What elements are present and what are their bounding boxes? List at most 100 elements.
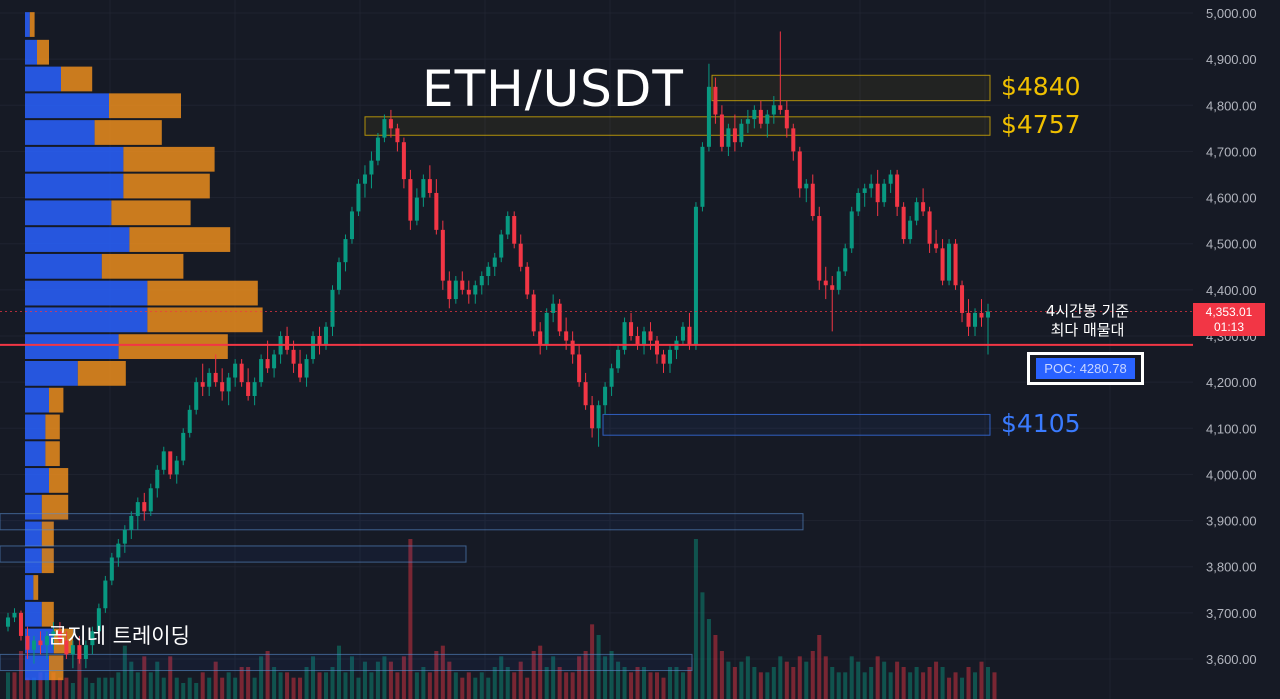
- candle: [421, 174, 426, 207]
- candle-body: [64, 640, 69, 655]
- candle-body: [830, 285, 835, 290]
- candle-body: [168, 451, 173, 475]
- candle: [466, 280, 471, 304]
- candle-body: [693, 206, 698, 346]
- y-tick-label: 4,200.00: [1206, 375, 1257, 390]
- y-tick-label: 3,700.00: [1206, 606, 1257, 621]
- candle-body: [817, 216, 822, 281]
- candle-body: [570, 340, 575, 355]
- candle: [129, 511, 134, 540]
- candle-body: [934, 243, 939, 249]
- profile-buy-bar: [25, 601, 42, 627]
- profile-sell-bar: [49, 387, 64, 413]
- volume-bar: [447, 661, 452, 699]
- profile-row: [25, 655, 64, 681]
- volume-bar: [246, 667, 251, 699]
- volume-bar: [908, 672, 913, 699]
- candle-body: [726, 128, 731, 147]
- candle-body: [70, 645, 75, 655]
- volume-bar: [395, 672, 400, 699]
- profile-row: [25, 521, 54, 547]
- volume-bar: [168, 656, 173, 699]
- candle-body: [213, 372, 218, 383]
- volume-bar: [609, 651, 614, 699]
- candle-body: [745, 119, 750, 124]
- volume-bar: [531, 651, 536, 699]
- candle-body: [194, 382, 199, 410]
- candle: [194, 377, 199, 415]
- volume-profile: [25, 12, 263, 681]
- profile-row: [25, 39, 49, 65]
- profile-buy-bar: [25, 200, 112, 226]
- candle-body: [77, 645, 82, 659]
- y-tick-label: 4,400.00: [1206, 283, 1257, 298]
- candle: [38, 631, 43, 655]
- candle: [960, 280, 965, 323]
- level-zone: [602, 413, 991, 436]
- candle-body: [181, 432, 186, 461]
- volume-bar: [590, 624, 595, 699]
- candle: [427, 165, 432, 198]
- candle-body: [687, 326, 692, 346]
- candle-body: [25, 635, 30, 650]
- volume-bar: [914, 667, 919, 699]
- candle: [869, 174, 874, 198]
- candle: [70, 640, 75, 669]
- volume-bar: [551, 656, 556, 699]
- candle-body: [239, 363, 244, 383]
- candle-body: [252, 382, 257, 396]
- candle-body: [609, 368, 614, 387]
- volume-bar: [174, 677, 179, 699]
- profile-sell-bar: [45, 441, 60, 467]
- candle-body: [525, 266, 530, 295]
- candle: [362, 165, 367, 198]
- candle: [31, 635, 36, 664]
- candle-body: [901, 206, 906, 240]
- candle: [739, 119, 744, 147]
- candle: [934, 229, 939, 253]
- candle: [583, 372, 588, 410]
- candle-body: [564, 331, 569, 341]
- volume-bar: [187, 677, 192, 699]
- candle-body: [706, 86, 711, 147]
- profile-buy-bar: [25, 120, 95, 145]
- chart-title: ETH/USDT: [422, 60, 684, 118]
- volume-bar: [200, 672, 205, 699]
- volume-bar: [895, 661, 900, 699]
- volume-bar: [349, 656, 354, 699]
- candle: [752, 105, 757, 129]
- candle: [375, 132, 380, 166]
- support-zone: [0, 653, 693, 672]
- candle-body: [791, 128, 796, 152]
- candle-body: [914, 202, 919, 221]
- candle-body: [31, 640, 36, 650]
- volume-bar: [901, 667, 906, 699]
- candle-body: [778, 105, 783, 110]
- volume-bar: [109, 677, 114, 699]
- candle: [732, 114, 737, 152]
- candle-body: [856, 192, 861, 212]
- volume-bar: [518, 661, 523, 699]
- price-axis[interactable]: 5,000.00 4,900.00 4,800.00 4,700.00 4,600.00…: [1206, 6, 1257, 667]
- candle-body: [330, 289, 335, 327]
- volume-bar: [492, 667, 497, 699]
- candle: [882, 179, 887, 207]
- poc-label-box: POC: 4280.78: [1027, 352, 1144, 385]
- candle: [479, 271, 484, 295]
- profile-row: [25, 280, 258, 306]
- candle-body: [174, 460, 179, 475]
- candle: [343, 234, 348, 272]
- volume-bar: [194, 683, 199, 699]
- candle-body: [90, 631, 95, 646]
- candle: [453, 276, 458, 304]
- volume-bar: [674, 667, 679, 699]
- volume-bar: [369, 672, 374, 699]
- candle-body: [142, 502, 147, 512]
- candle: [856, 188, 861, 217]
- volume-bar: [882, 661, 887, 699]
- volume-bar: [38, 672, 43, 699]
- profile-row: [25, 387, 64, 413]
- profile-sell-bar: [41, 521, 54, 547]
- candle-body: [129, 515, 134, 530]
